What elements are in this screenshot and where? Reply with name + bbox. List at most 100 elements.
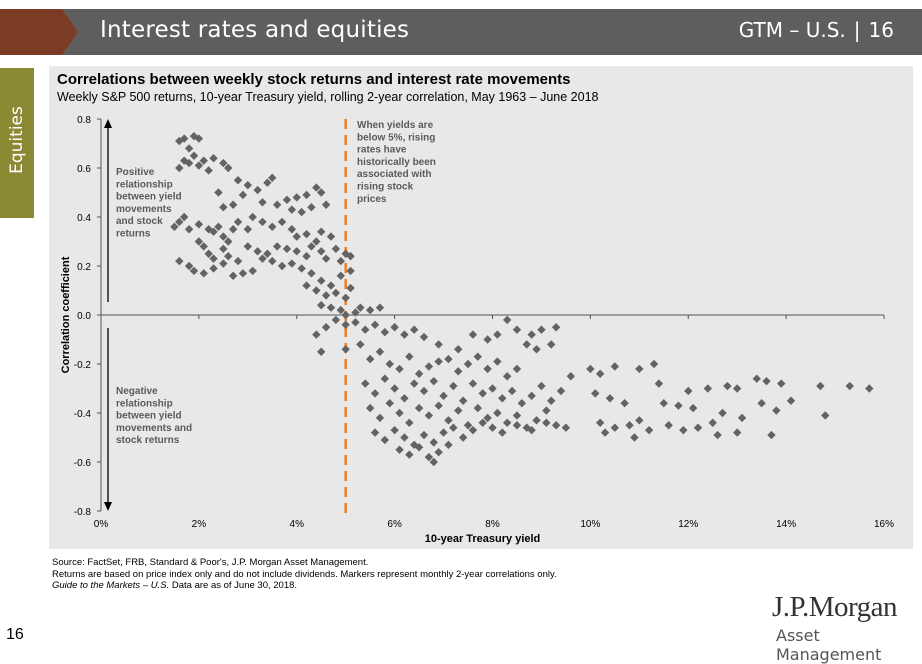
data-point — [542, 418, 551, 427]
data-point — [478, 418, 487, 427]
data-point — [512, 411, 522, 420]
data-point — [199, 156, 208, 165]
data-point — [654, 379, 664, 388]
data-point — [483, 364, 492, 374]
page-title: Interest rates and equities — [100, 17, 410, 43]
data-point — [356, 340, 365, 349]
data-point — [317, 347, 326, 356]
data-point — [317, 247, 326, 256]
data-point — [224, 237, 233, 246]
data-point — [502, 315, 512, 325]
data-point — [175, 217, 184, 227]
data-point — [527, 330, 536, 339]
data-point — [228, 271, 238, 280]
data-point — [341, 293, 350, 303]
data-point — [547, 340, 556, 349]
footer-guide-rest: Data are as of June 30, 2018. — [169, 580, 298, 591]
data-point — [184, 144, 194, 153]
positive-annotation: Positive relationship between yield movemen… — [116, 167, 182, 240]
data-point — [375, 413, 385, 423]
data-point — [297, 207, 306, 217]
data-point — [502, 372, 512, 381]
data-point — [390, 384, 399, 393]
data-point — [444, 416, 453, 425]
data-point — [454, 345, 463, 354]
data-point — [321, 323, 331, 332]
data-point — [498, 394, 507, 403]
data-point — [361, 379, 370, 388]
data-point — [786, 396, 796, 405]
data-point — [493, 357, 502, 366]
data-point — [473, 352, 483, 361]
data-point — [233, 176, 243, 185]
data-point — [194, 161, 204, 170]
header-right: GTM – U.S. | 16 — [739, 18, 894, 42]
positive-arrow-head-icon — [104, 119, 112, 128]
data-point — [498, 428, 507, 437]
data-point — [209, 264, 218, 273]
data-point — [439, 428, 448, 437]
data-point — [307, 203, 316, 212]
data-point — [307, 242, 316, 251]
data-point — [331, 315, 341, 325]
data-point — [170, 222, 179, 231]
data-point — [635, 364, 644, 374]
y-axis-label: Correlation coefficient — [60, 256, 72, 373]
data-point — [522, 423, 531, 432]
footer-source: Source: FactSet, FRB, Standard & Poor's,… — [52, 557, 369, 568]
data-point — [561, 423, 571, 432]
data-point — [537, 325, 546, 334]
data-point — [321, 291, 331, 300]
data-point — [752, 374, 761, 383]
data-point — [718, 408, 727, 418]
data-point — [277, 217, 287, 227]
data-point — [635, 416, 644, 425]
data-point — [732, 428, 742, 437]
data-point — [209, 227, 218, 236]
data-point — [410, 379, 419, 388]
y-tick-label: -0.2 — [74, 360, 92, 371]
negative-arrow-head-icon — [104, 502, 112, 511]
data-point — [551, 323, 561, 332]
data-point — [865, 384, 874, 393]
data-point — [184, 225, 194, 234]
data-point — [684, 386, 693, 396]
data-point — [591, 389, 600, 398]
data-point — [287, 205, 297, 214]
data-point — [326, 303, 336, 312]
data-point — [292, 232, 301, 241]
data-point — [336, 305, 345, 315]
x-tick-label: 6% — [387, 519, 402, 530]
data-point — [179, 134, 189, 143]
data-point — [595, 369, 605, 378]
data-point — [405, 352, 414, 361]
data-point — [302, 190, 311, 200]
data-point — [488, 423, 497, 432]
data-point — [444, 354, 453, 364]
data-point — [312, 183, 321, 192]
data-point — [777, 379, 786, 388]
data-point — [268, 222, 277, 231]
data-point — [179, 212, 189, 222]
data-point — [483, 335, 492, 344]
data-point — [199, 269, 208, 278]
data-point — [390, 425, 399, 435]
data-point — [414, 403, 424, 413]
data-point — [194, 134, 204, 143]
data-point — [194, 220, 204, 229]
data-point — [336, 256, 345, 266]
data-point — [449, 381, 458, 391]
y-tick-label: 0.6 — [77, 164, 91, 175]
data-point — [395, 408, 404, 418]
data-point — [214, 222, 223, 231]
data-point — [762, 376, 771, 386]
data-point — [816, 381, 825, 391]
data-point — [258, 254, 267, 263]
data-point — [219, 244, 228, 254]
threshold-annotation: When yields are below 5%, rising rates hav… — [357, 120, 436, 205]
data-point — [405, 418, 414, 427]
data-point — [493, 330, 502, 339]
data-point — [458, 396, 468, 405]
data-point — [703, 384, 713, 393]
data-point — [263, 249, 272, 258]
